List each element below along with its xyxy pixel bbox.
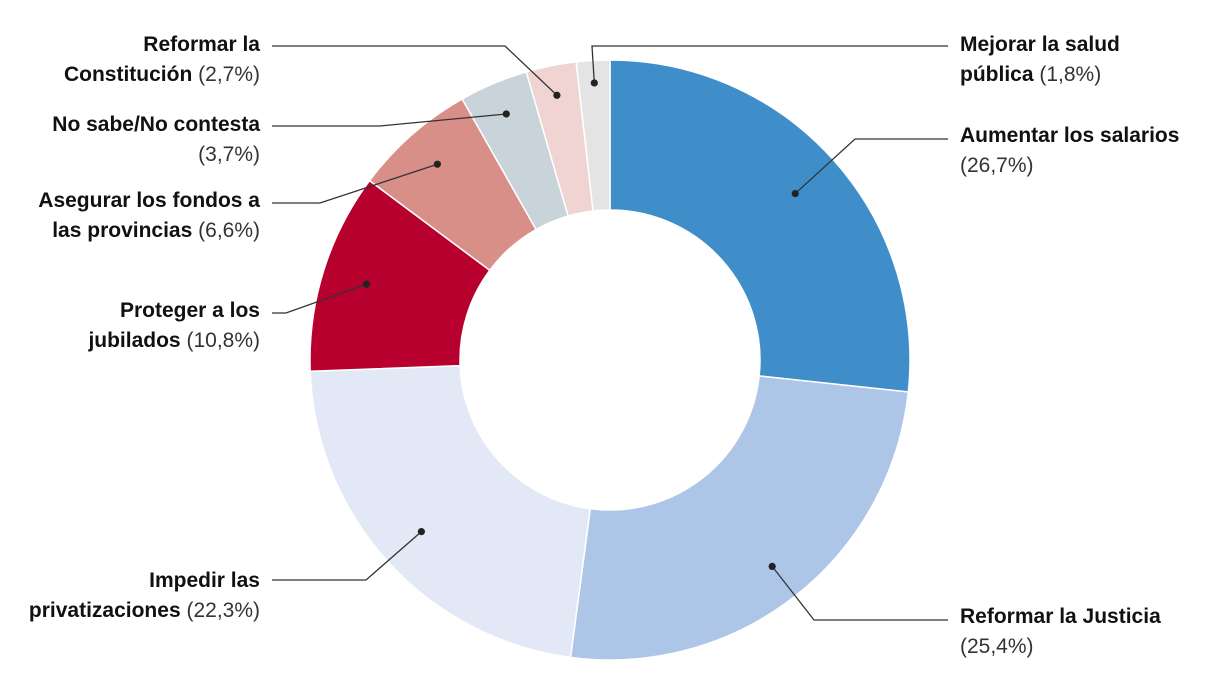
connector-dot-reformar-la-justicia [768, 562, 776, 571]
slice-aumentar-los-salarios [609, 59, 911, 393]
connector-reformar-la-justicia [771, 566, 948, 621]
slice-percent: (22,3%) [186, 599, 260, 622]
connector-dot-reformar-la-constitucion [553, 91, 561, 99]
slice-label-reformar-la-constitucion: Reformar la Constitución (2,7%) [64, 30, 260, 90]
slice-percent: (1,8%) [1039, 63, 1102, 86]
slice-label-reformar-la-justicia: Reformar la Justicia (25,4%) [960, 602, 1161, 662]
connector-dot-aumentar-los-salarios [791, 189, 799, 198]
slice-percent: (2,7%) [198, 63, 260, 86]
slice-name: Reformar la [143, 33, 260, 56]
slice-percent: (26,7%) [960, 154, 1034, 177]
connector-reformar-la-constitucion [272, 45, 558, 96]
slice-name: Aumentar los salarios [960, 124, 1180, 147]
slice-name: Impedir las [149, 569, 260, 592]
slice-name: privatizaciones [28, 599, 181, 622]
connector-dot-mejorar-la-salud-publica [590, 79, 598, 87]
slice-percent: (6,6%) [198, 219, 260, 242]
slice-percent: (3,7%) [198, 143, 260, 166]
slice-reformar-la-justicia [569, 375, 910, 661]
slice-name: Asegurar los fondos a [38, 189, 260, 212]
slice-name: Constitución [63, 63, 193, 86]
slice-label-asegurar-los-fondos-a-las-provincias: Asegurar los fondos a las provincias (6,6… [38, 186, 260, 246]
slice-mejorar-la-salud-publica [575, 59, 611, 212]
slice-impedir-las-privatizaciones [309, 364, 592, 659]
slice-label-aumentar-los-salarios: Aumentar los salarios (26,7%) [960, 121, 1179, 181]
connector-dot-asegurar-los-fondos-a-las-provincias [433, 160, 441, 168]
slice-label-mejorar-la-salud-publica: Mejorar la salud pública (1,8%) [960, 30, 1120, 90]
connector-dot-impedir-las-privatizaciones [417, 528, 425, 536]
slice-name: las provincias [52, 219, 193, 242]
slice-name: Mejorar la salud [960, 33, 1120, 56]
slice-name: No sabe/No contesta [52, 113, 260, 136]
connector-proteger-a-los-jubilados [272, 283, 367, 314]
slice-name: Proteger a los [119, 299, 260, 322]
connector-impedir-las-privatizaciones [272, 531, 422, 581]
slice-name: jubilados [88, 329, 181, 352]
slice-percent: (25,4%) [960, 635, 1034, 658]
connector-mejorar-la-salud-publica [591, 45, 948, 83]
slice-label-impedir-las-privatizaciones: Impedir las privatizaciones (22,3%) [29, 566, 260, 626]
connector-no-sabe-no-contesta [272, 113, 507, 127]
slice-proteger-a-los-jubilados [309, 179, 491, 373]
slice-label-no-sabe-no-contesta: No sabe/No contesta (3,7%) [52, 110, 260, 170]
slice-name: Reformar la Justicia [960, 605, 1161, 628]
connector-aumentar-los-salarios [794, 138, 948, 195]
connector-asegurar-los-fondos-a-las-provincias [272, 163, 438, 204]
slice-name: pública [960, 63, 1034, 86]
slice-label-proteger-a-los-jubilados: Proteger a los jubilados (10,8%) [88, 296, 260, 356]
slice-percent: (10,8%) [186, 329, 260, 352]
connector-dot-proteger-a-los-jubilados [362, 280, 371, 288]
connector-dot-no-sabe-no-contesta [502, 110, 510, 118]
